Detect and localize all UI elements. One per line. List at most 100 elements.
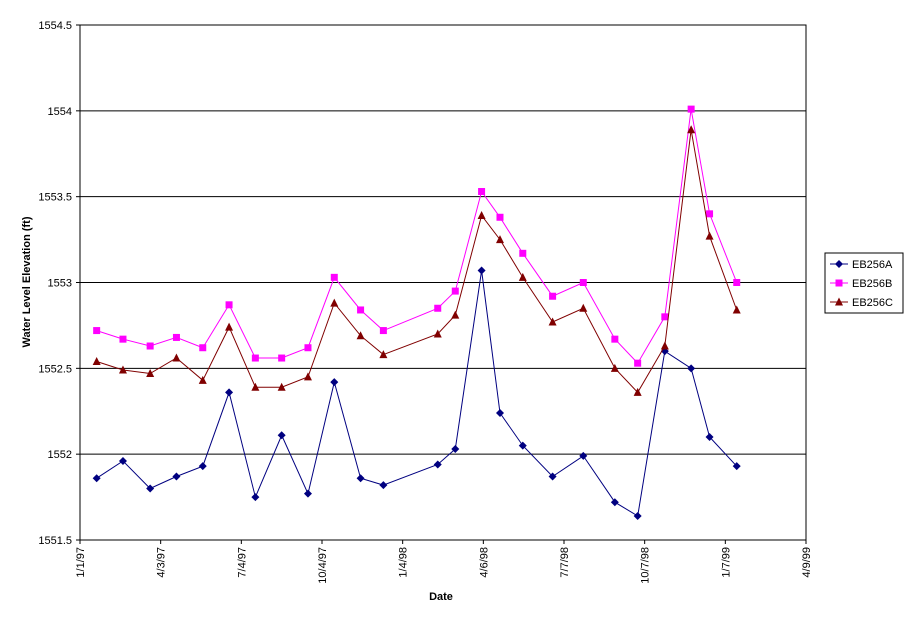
data-point xyxy=(146,484,155,493)
data-point xyxy=(93,327,101,335)
data-point xyxy=(687,364,696,373)
data-point xyxy=(199,344,207,352)
series-line xyxy=(96,129,738,394)
legend-label: EB256C xyxy=(852,297,893,309)
x-tick-label: 4/6/98 xyxy=(478,547,490,578)
x-tick-label: 1/7/99 xyxy=(720,547,732,578)
series-eb256b xyxy=(93,105,741,367)
series-eb256c xyxy=(92,125,741,396)
data-point xyxy=(330,273,338,281)
data-point xyxy=(330,378,339,387)
x-tick-label: 4/3/97 xyxy=(156,547,168,578)
series-line xyxy=(96,109,738,365)
y-tick-label: 1551.5 xyxy=(38,535,72,547)
data-point xyxy=(172,333,180,341)
data-point xyxy=(661,313,669,321)
y-tick-label: 1552 xyxy=(48,449,72,461)
data-point xyxy=(495,408,504,417)
data-point xyxy=(304,344,312,352)
data-point xyxy=(118,457,127,466)
x-tick-label: 7/7/98 xyxy=(559,547,571,578)
x-tick-label: 4/9/99 xyxy=(801,547,813,578)
series-line xyxy=(96,270,738,517)
x-tick-label: 7/4/97 xyxy=(236,547,248,578)
data-point xyxy=(548,472,557,481)
data-point xyxy=(251,493,260,502)
data-point xyxy=(477,266,486,275)
data-point xyxy=(356,474,365,483)
data-point xyxy=(634,359,642,367)
data-point xyxy=(198,462,207,471)
data-point xyxy=(118,365,127,374)
data-point xyxy=(610,498,619,507)
data-point xyxy=(633,511,642,520)
data-point xyxy=(251,382,260,391)
data-point xyxy=(687,125,696,134)
x-tick-label: 1/4/98 xyxy=(398,547,410,578)
x-tick-label: 1/1/97 xyxy=(75,547,87,578)
y-tick-label: 1554 xyxy=(48,106,72,118)
data-point xyxy=(451,445,460,454)
data-point xyxy=(732,305,741,314)
data-point xyxy=(379,481,388,490)
x-tick-label: 10/7/98 xyxy=(640,547,652,584)
data-point xyxy=(303,489,312,498)
data-point xyxy=(277,382,286,391)
y-tick-label: 1553.5 xyxy=(38,192,72,204)
data-point xyxy=(611,335,619,343)
data-point xyxy=(172,472,181,481)
data-point xyxy=(225,322,234,331)
data-point xyxy=(705,433,714,441)
x-axis-title: Date xyxy=(429,591,453,603)
data-point xyxy=(660,341,669,350)
data-point xyxy=(733,279,741,286)
data-point xyxy=(434,304,442,312)
legend-marker xyxy=(835,260,843,268)
data-point xyxy=(330,298,339,307)
legend-label: EB256A xyxy=(852,259,893,271)
data-point xyxy=(579,279,587,286)
y-axis-title: Water Level Elevation (ft) xyxy=(21,216,33,347)
data-point xyxy=(732,462,741,471)
y-axis: 1551.5 1552 1552.5 1553 1553.5 1554 1554.5 xyxy=(38,20,80,547)
data-point xyxy=(451,287,459,295)
data-point xyxy=(225,301,233,309)
y-tick-label: 1552.5 xyxy=(38,363,72,375)
data-point xyxy=(706,210,714,218)
legend-marker xyxy=(835,297,843,306)
legend-label: EB256B xyxy=(852,278,892,290)
data-point xyxy=(705,231,714,240)
data-point xyxy=(433,460,442,469)
x-tick-label: 10/4/97 xyxy=(317,547,329,584)
data-point xyxy=(172,353,181,362)
data-point xyxy=(477,211,486,220)
data-point xyxy=(610,363,619,372)
data-point xyxy=(225,388,234,397)
data-point xyxy=(277,431,286,440)
data-point xyxy=(518,441,527,450)
data-point xyxy=(379,350,388,359)
legend: EB256A EB256B EB256C xyxy=(824,252,904,314)
data-point xyxy=(146,342,154,350)
data-point xyxy=(357,306,365,314)
data-point xyxy=(356,331,365,340)
data-point xyxy=(495,235,504,244)
data-point xyxy=(251,354,259,362)
data-point xyxy=(519,249,527,257)
data-point xyxy=(548,317,557,326)
data-point xyxy=(549,292,557,300)
data-point xyxy=(579,451,588,460)
data-point xyxy=(633,387,642,396)
data-point xyxy=(119,335,127,343)
data-point xyxy=(92,356,101,365)
series-group xyxy=(92,105,741,520)
x-axis: 1/1/97 4/3/97 7/4/97 10/4/97 1/4/98 4/6/98 7/7… xyxy=(75,540,813,584)
legend-marker xyxy=(835,279,843,287)
data-point xyxy=(687,105,695,113)
data-point xyxy=(451,310,460,319)
data-point xyxy=(379,327,387,335)
series-eb256a xyxy=(92,266,741,520)
data-point xyxy=(198,375,207,384)
data-point xyxy=(478,188,486,196)
